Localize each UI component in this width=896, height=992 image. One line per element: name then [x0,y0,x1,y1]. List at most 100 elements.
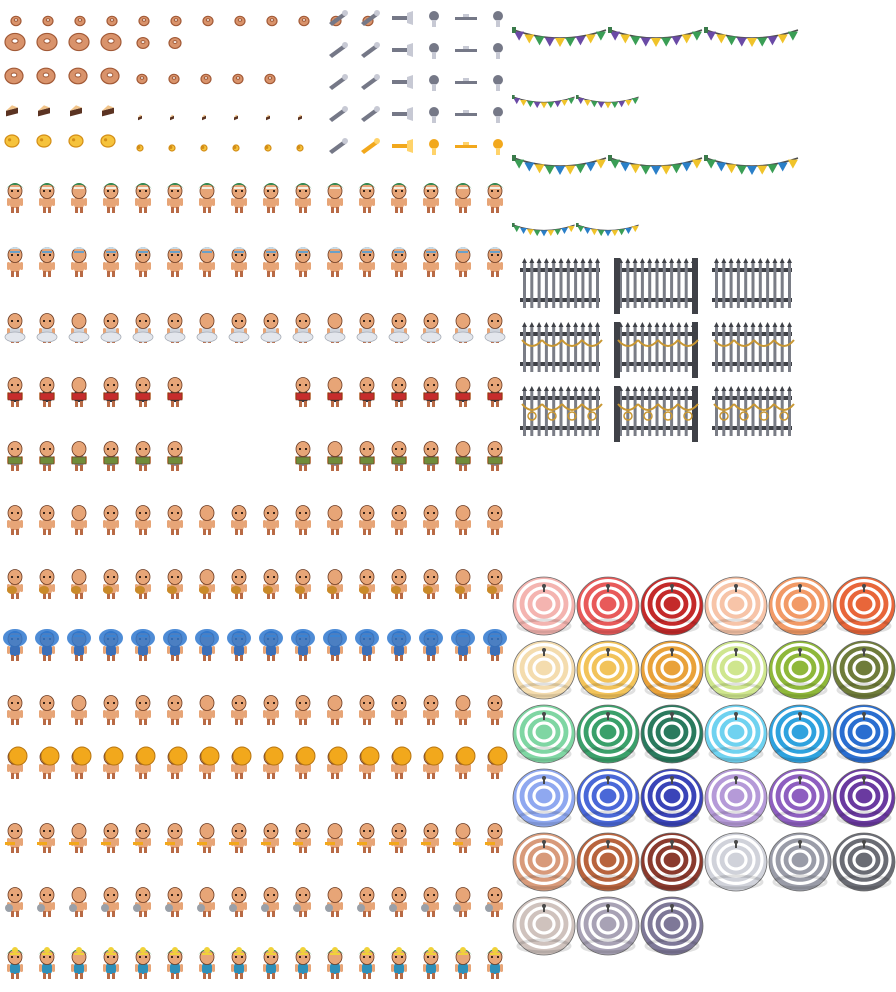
instrument-icon [390,8,414,32]
character-sprite [322,692,348,732]
food-item-icon [264,137,272,156]
bunting-banner [512,24,800,58]
character-sprite [162,820,188,860]
food-item-icon [100,31,122,57]
character-sprite [258,884,284,924]
parasol-umbrella [512,894,576,960]
character-sprite [98,746,124,786]
character-sprite [482,566,508,606]
character-sprite [322,180,348,220]
character-sprite [66,692,92,732]
character-sprite [418,244,444,284]
instrument-icon [326,40,350,64]
food-item-icon [170,12,182,31]
parasol-umbrella [576,702,640,768]
parasol-umbrella [832,638,896,704]
character-sprite [386,628,412,668]
instrument-icon [390,72,414,96]
character-sprite [418,692,444,732]
character-sprite [34,692,60,732]
food-item-icon [68,66,88,90]
character-sprite [482,746,508,786]
character-sprite [482,946,508,986]
character-sprite [226,628,252,668]
character-sprite [2,628,28,668]
character-sprite [418,438,444,478]
parasol-umbrella [576,574,640,640]
character-sprite [482,374,508,414]
instrument-icon [358,104,382,128]
parasol-umbrella [640,574,704,640]
instrument-icon [486,40,510,64]
character-sprite [194,502,220,542]
instrument-icon [454,104,478,128]
character-sprite [162,374,188,414]
character-sprite [482,180,508,220]
character-sprite [194,628,220,668]
character-sprite [258,180,284,220]
character-sprite [386,310,412,350]
character-sprite [354,438,380,478]
character-sprite [98,438,124,478]
character-sprite [226,746,252,786]
character-sprite [194,180,220,220]
character-sprite [386,502,412,542]
parasol-umbrella [704,638,768,704]
character-sprite [34,310,60,350]
parasol-umbrella [512,766,576,832]
parasol-umbrella [768,702,832,768]
character-sprite [290,746,316,786]
character-sprite [290,946,316,986]
food-item-icon [232,137,240,156]
character-sprite [322,438,348,478]
instrument-icon [390,40,414,64]
food-item-icon [100,102,116,122]
food-item-icon [68,133,84,153]
instrument-icon [486,104,510,128]
character-sprite [258,502,284,542]
character-sprite [322,820,348,860]
character-sprite [98,820,124,860]
food-item-icon [36,31,58,57]
character-sprite [450,692,476,732]
character-sprite [290,566,316,606]
food-item-icon [138,12,150,31]
character-sprite [386,244,412,284]
food-item-icon [36,133,52,153]
character-sprite [162,310,188,350]
character-sprite [482,628,508,668]
parasol-umbrella [512,702,576,768]
character-sprite [226,946,252,986]
character-sprite [66,746,92,786]
food-item-icon [168,70,180,89]
food-item-icon [4,102,20,122]
character-sprite [386,820,412,860]
character-sprite [418,566,444,606]
character-sprite [194,244,220,284]
character-sprite [386,884,412,924]
character-sprite [2,746,28,786]
character-sprite [66,374,92,414]
character-sprite [290,884,316,924]
food-item-icon [4,133,20,153]
character-sprite [66,438,92,478]
character-sprite [322,566,348,606]
parasol-umbrella [576,894,640,960]
character-sprite [130,502,156,542]
instrument-icon [358,136,382,160]
instrument-icon [422,8,446,32]
character-sprite [66,310,92,350]
character-sprite [162,502,188,542]
character-sprite [450,628,476,668]
character-sprite [322,746,348,786]
character-sprite [226,310,252,350]
parasol-umbrella [704,574,768,640]
food-item-icon [296,106,304,125]
character-sprite [194,692,220,732]
character-sprite [322,244,348,284]
character-sprite [226,502,252,542]
character-sprite [450,310,476,350]
character-sprite [354,628,380,668]
food-item-icon [168,35,182,54]
food-item-icon [36,66,56,90]
